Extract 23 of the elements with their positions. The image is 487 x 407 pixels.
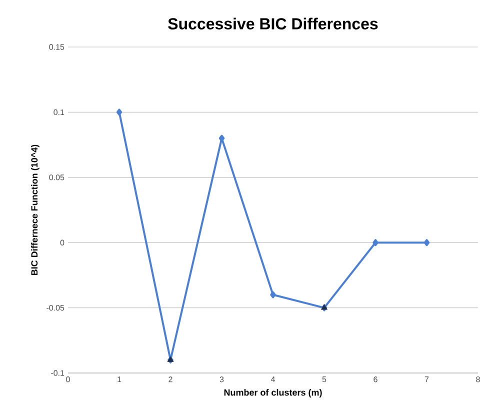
y-tick-label: 0.15 — [49, 44, 64, 50]
x-tick-label: 0 — [66, 376, 70, 382]
x-tick-label: 4 — [270, 376, 275, 382]
x-tick-label: 3 — [220, 376, 224, 382]
y-tick-label: 0 — [60, 240, 64, 246]
x-tick-label: 2 — [168, 376, 172, 382]
y-tick-label: -0.1 — [51, 370, 64, 376]
x-tick-label: 8 — [476, 376, 480, 382]
y-tick-label: 0.1 — [54, 109, 64, 116]
point — [424, 239, 430, 246]
x-tick-label: 5 — [322, 376, 326, 382]
x-tick-label: 1 — [118, 376, 122, 382]
x-axis-title: Number of clusters (m) — [224, 389, 322, 398]
point — [270, 291, 276, 298]
y-axis-title: BIC Differnece Function (10^4) — [30, 144, 40, 276]
point — [218, 134, 225, 142]
x-tick-label: 6 — [374, 376, 378, 382]
x-tick-label: 7 — [424, 376, 429, 382]
point — [372, 239, 378, 246]
y-tick-label: -0.05 — [46, 304, 64, 311]
chart-title: Successive BIC Differences — [168, 18, 378, 30]
y-tick-label: 0.05 — [49, 174, 64, 180]
point — [116, 108, 122, 116]
